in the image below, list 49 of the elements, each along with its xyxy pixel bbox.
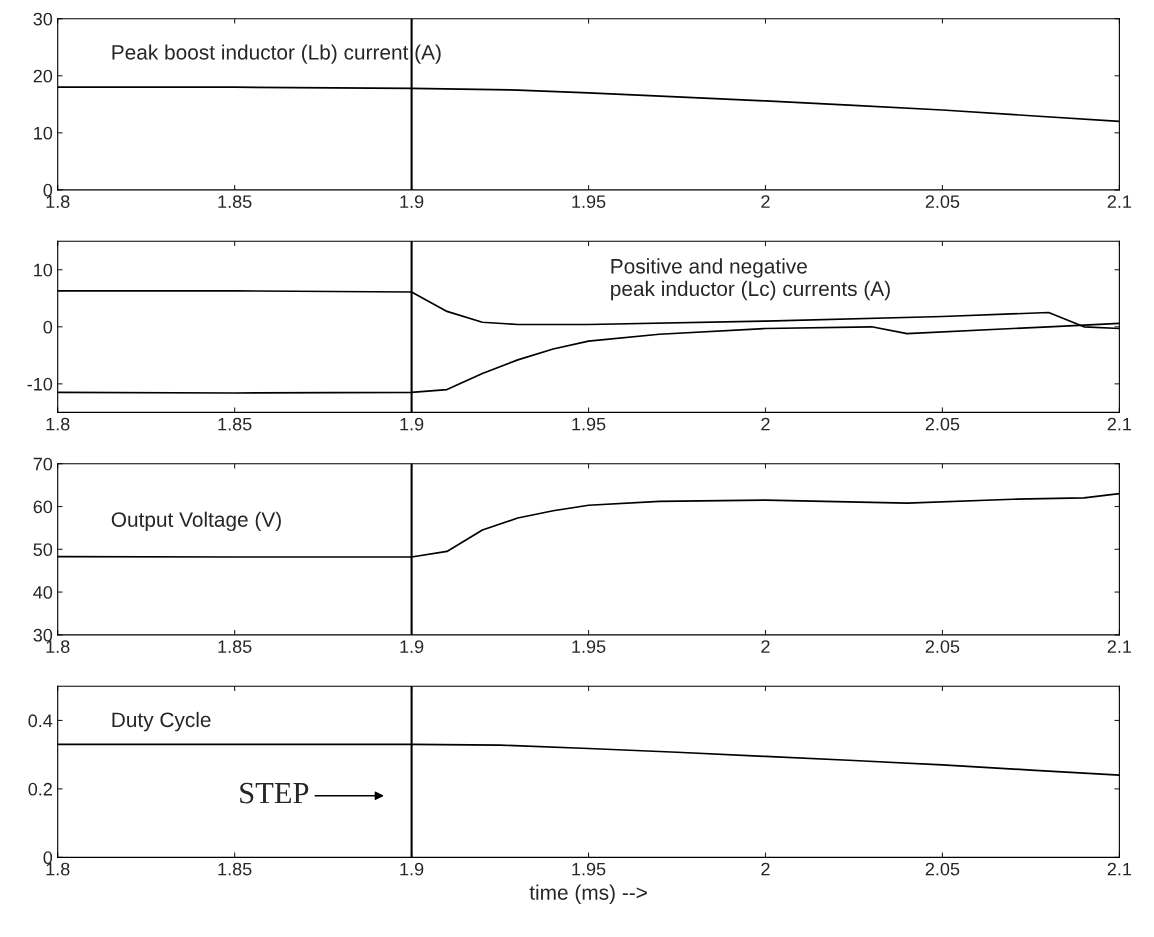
- x-tick-label: 1.85: [218, 640, 252, 653]
- x-tick-label: 2: [761, 640, 770, 653]
- y-tick-label: 0.4: [28, 714, 53, 728]
- x-tick-label: 2.05: [925, 195, 960, 209]
- y-tick-label: 60: [33, 500, 53, 514]
- x-tick-label: 1.9: [400, 640, 424, 653]
- x-tick-label: 1.9: [400, 195, 424, 209]
- x-tick-label: 1.8: [46, 640, 70, 653]
- text: Peak boost inductor (Lb) current (A): [112, 44, 441, 64]
- y-tick-label: 0: [43, 183, 53, 197]
- y-tick-label: 0: [43, 851, 53, 865]
- y-tick-label: 30: [33, 12, 53, 26]
- text: Positive and negative peak inductor (Lc) currents (A): [611, 258, 890, 301]
- x-tick-label: 1.8: [46, 195, 70, 209]
- x-tick-label: 2: [761, 195, 770, 208]
- x-tick-label: 1.9: [400, 862, 424, 876]
- x-tick-label: 2: [761, 417, 770, 431]
- x-tick-label: 1.8: [46, 862, 70, 876]
- x-tick-label: 1.95: [572, 417, 606, 431]
- y-tick-label: 50: [33, 543, 53, 557]
- y-tick-label: 0: [43, 320, 53, 334]
- x-axis-title: time (ms) -->: [529, 884, 647, 905]
- x-tick-label: 1.95: [572, 640, 606, 653]
- x-tick-label: 2.05: [925, 417, 960, 431]
- x-tick-label: 1.95: [572, 862, 606, 876]
- text: Duty Cycle: [112, 711, 211, 732]
- x-tick-label: 2.1: [1107, 862, 1132, 876]
- x-tick-label: 2.1: [1107, 417, 1132, 431]
- y-tick-label: 30: [33, 628, 53, 642]
- y-tick-label: 40: [33, 586, 53, 599]
- x-tick-label: 2.1: [1107, 640, 1132, 653]
- x-tick-label: 1.85: [218, 417, 252, 431]
- x-tick-label: 1.8: [46, 417, 70, 431]
- annotation: STEP: [240, 782, 309, 804]
- y-tick-label: -10: [27, 377, 53, 391]
- x-tick-label: 2.05: [925, 862, 960, 876]
- x-tick-label: 2.05: [925, 640, 960, 653]
- x-tick-label: 2: [761, 862, 770, 876]
- x-tick-label: 1.85: [218, 862, 252, 876]
- x-tick-label: 1.9: [400, 417, 424, 431]
- y-tick-label: 20: [33, 69, 53, 83]
- x-tick-label: 1.95: [572, 195, 606, 209]
- y-tick-label: 0.2: [28, 782, 52, 796]
- y-tick-label: 10: [34, 263, 53, 277]
- x-tick-label: 2.1: [1107, 195, 1132, 208]
- y-tick-label: 10: [34, 126, 53, 140]
- x-tick-label: 1.85: [218, 195, 252, 209]
- text: Output Voltage (V): [111, 511, 281, 532]
- y-tick-label: 70: [33, 457, 53, 471]
